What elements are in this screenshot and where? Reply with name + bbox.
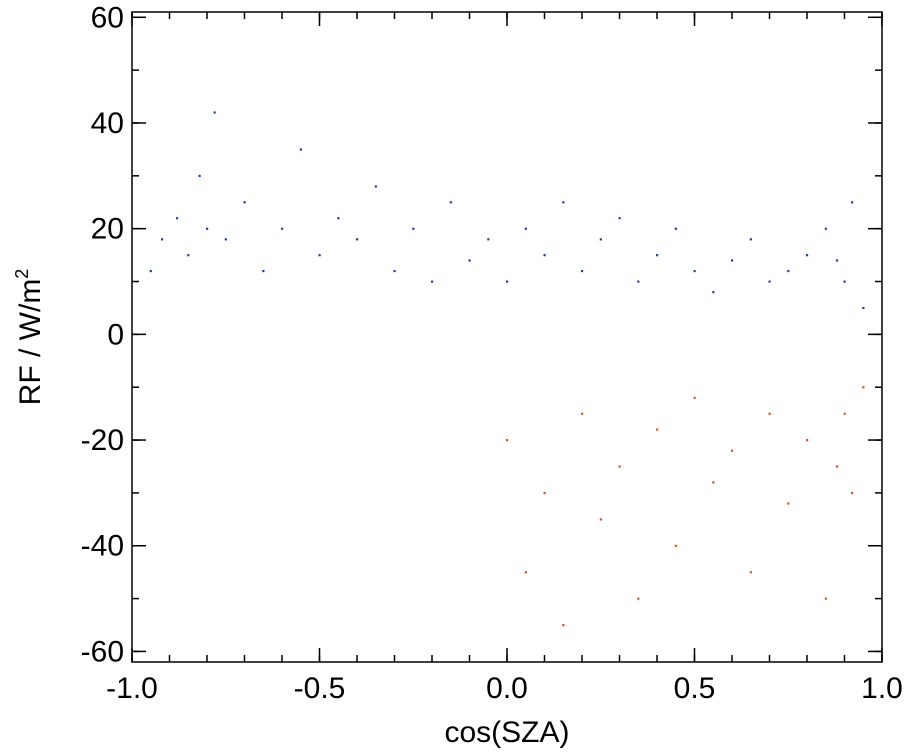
data-point [213,111,216,114]
data-point [862,306,865,310]
data-point [198,174,201,178]
y-tick-label: 0 [107,318,124,351]
data-point [637,597,640,600]
data-point [356,238,359,241]
data-point [449,201,452,204]
y-axis-title: RF / W/m2 [12,269,47,406]
plot-frame [131,11,883,663]
data-point [581,269,584,273]
y-tick-label: -40 [81,530,124,563]
data-point [656,428,659,431]
y-tick-label: -20 [81,424,124,457]
data-point [618,217,621,220]
data-point [318,254,321,257]
data-point [787,502,790,505]
data-point [562,624,565,627]
data-point [543,491,546,495]
y-tick-label: 20 [91,213,124,246]
data-point [161,238,164,241]
data-point [224,238,227,241]
data-point [524,227,527,230]
data-point [787,269,790,273]
data-point [851,491,854,495]
data-point [599,238,602,241]
data-point [487,238,490,241]
x-tick-label: -0.5 [294,672,346,705]
y-axis-title-text: RF / W/m [14,279,47,406]
data-point [637,280,640,283]
data-point [599,518,602,521]
data-point [749,238,752,241]
data-point [843,280,846,283]
data-point [693,396,696,399]
data-points [149,111,865,627]
data-point [836,465,839,468]
data-point [693,269,696,273]
y-axis-title-superscript: 2 [12,269,32,279]
data-point [768,280,771,283]
data-point [187,254,190,257]
data-point [506,439,509,442]
x-tick-label: -1.0 [106,672,158,705]
data-point [851,201,854,204]
data-point [749,571,752,574]
data-point [562,201,565,204]
axis-ticks [131,12,883,662]
data-point [656,254,659,257]
data-point [206,227,209,230]
data-point [806,254,809,257]
data-point [412,227,415,230]
data-point [731,259,734,262]
data-point [506,280,509,283]
x-tick-label: 0.5 [674,672,716,705]
x-axis-title: cos(SZA) [444,716,569,749]
data-point [243,201,246,204]
y-tick-label: 40 [91,107,124,140]
data-point [262,269,265,273]
data-point [712,291,715,294]
data-point [731,449,734,452]
data-point [806,439,809,442]
data-point [824,227,827,230]
data-point [337,217,340,220]
data-point [824,597,827,600]
data-point [281,227,284,230]
y-tick-label: -60 [81,635,124,668]
data-point [393,269,396,273]
data-point [618,465,621,468]
x-tick-label: 1.0 [861,672,903,705]
data-point [524,571,527,574]
data-point [836,259,839,262]
data-point [843,412,846,415]
data-point [374,185,377,188]
data-point [431,280,434,283]
data-point [712,481,715,484]
data-point [768,412,771,415]
data-point [299,148,302,151]
data-point [176,217,179,220]
x-tick-label: 0.0 [486,672,528,705]
data-point [149,269,152,273]
data-point [543,254,546,257]
y-tick-label: 60 [91,1,124,34]
data-point [468,259,471,262]
data-point [581,412,584,415]
tick-labels: -1.0 -0.5 0.0 0.5 1.0 -60 -40 -20 0 20 40 60 [81,1,903,705]
data-point [674,544,677,547]
data-point [862,386,865,389]
data-point [674,227,677,230]
